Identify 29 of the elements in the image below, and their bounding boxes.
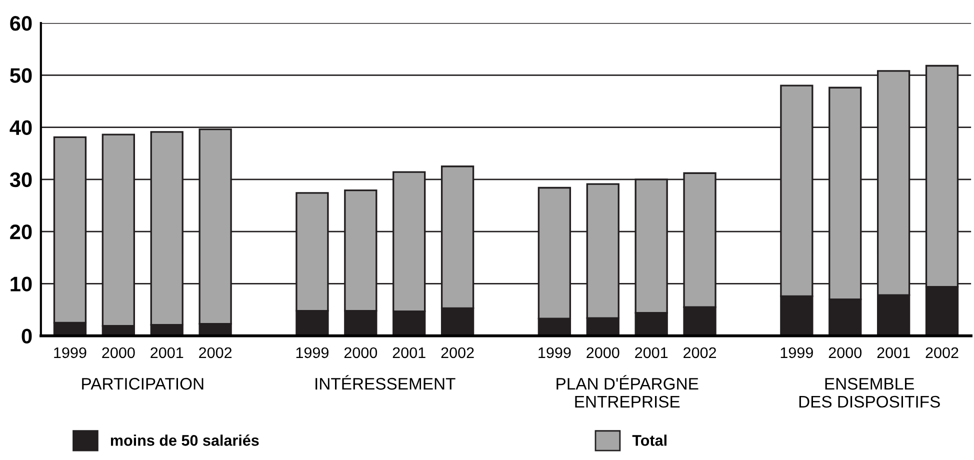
x-tick-label: 2001 [150, 347, 184, 358]
y-tick-label: 50 [10, 68, 32, 83]
x-tick-label: 2002 [684, 347, 716, 358]
text: PARTICIPATION [82, 378, 204, 390]
x-tick-label: 2000 [344, 347, 378, 358]
text: ENSEMBLE DES DISPOSITIFS [799, 378, 940, 408]
x-tick-label: 2002 [926, 347, 958, 358]
x-tick-label: 1999 [296, 347, 328, 358]
y-tick-label: 10 [10, 276, 32, 292]
x-tick-label: 2001 [877, 347, 910, 358]
x-tick-label: 2002 [441, 347, 474, 358]
x-tick-label: 2002 [199, 347, 232, 358]
x-tick-label: 2000 [102, 347, 135, 358]
x-tick-label: 1999 [780, 347, 813, 358]
x-tick-label: 2001 [635, 347, 668, 358]
text: PLAN D'ÉPARGNE ENTREPRISE [556, 375, 698, 408]
text: INTÉRESSEMENT [316, 375, 456, 390]
y-tick-label: 40 [10, 120, 32, 136]
x-tick-label: 1999 [54, 347, 86, 358]
y-tick-label: 0 [22, 328, 32, 344]
x-tick-label: 2001 [392, 347, 426, 358]
x-tick-label: 2000 [828, 347, 862, 358]
legend-label: Total [632, 434, 666, 446]
x-tick-label: 2000 [586, 347, 620, 358]
legend-label: moins de 50 salariés [110, 434, 259, 446]
y-tick-label: 20 [10, 224, 32, 240]
x-tick-label: 1999 [538, 347, 571, 358]
y-tick-label: 60 [10, 16, 32, 31]
y-tick-label: 30 [10, 172, 32, 188]
